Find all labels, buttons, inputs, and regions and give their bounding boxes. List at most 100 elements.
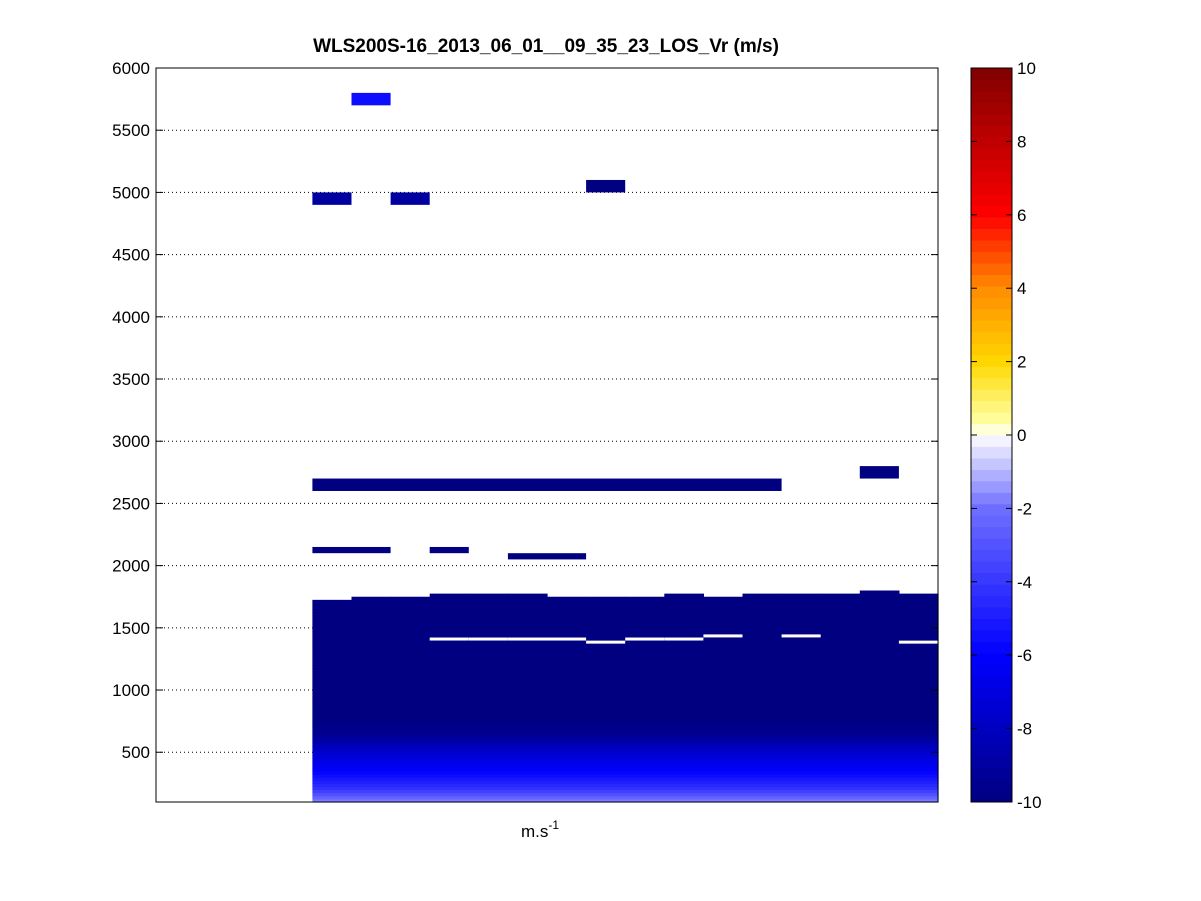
profile-cell [664, 646, 704, 651]
profile-cell [547, 671, 587, 676]
profile-cell [547, 767, 587, 772]
profile-cell [859, 777, 900, 781]
profile-cell [742, 755, 783, 760]
profile-cell [390, 624, 431, 629]
colorbar-tick-label: 4 [1017, 279, 1026, 298]
profile-cell [312, 618, 353, 623]
profile-cell [781, 764, 822, 769]
profile-cell [820, 711, 861, 716]
profile-cell [781, 662, 822, 666]
profile-cell [742, 739, 783, 744]
profile-cell [625, 711, 665, 716]
profile-cell [468, 602, 509, 607]
profile-cell [742, 733, 783, 738]
profile-cell [390, 609, 431, 613]
profile-cell [820, 618, 861, 623]
profile-cell [664, 746, 704, 750]
profile-cell [898, 680, 939, 685]
profile-cell [820, 674, 861, 679]
profile-cell [351, 621, 392, 626]
profile-cell [859, 683, 900, 688]
profile-cell [547, 665, 587, 669]
profile-cell [390, 721, 431, 725]
profile-cell [898, 786, 939, 791]
profile-cell [429, 621, 470, 626]
profile-cell [429, 718, 470, 722]
profile-cell [625, 774, 665, 778]
profile-cell [664, 606, 704, 610]
profile-cell [820, 627, 861, 632]
colorbar-band [971, 595, 1012, 608]
profile-cell [586, 798, 626, 803]
profile-cell [664, 658, 704, 663]
profile-cell [468, 699, 509, 704]
profile-cell [547, 783, 587, 788]
missing-data-gap [586, 640, 626, 644]
profile-cell [781, 789, 822, 794]
profile-cell [351, 686, 392, 691]
profile-cell [859, 730, 900, 735]
profile-cell [351, 761, 392, 766]
profile-cell [742, 643, 783, 648]
profile-cell [898, 780, 939, 784]
profile-cell [312, 683, 353, 688]
profile-cell [312, 696, 353, 700]
colorbar-band [971, 320, 1012, 333]
profile-cell [820, 774, 861, 778]
profile-cell [586, 627, 626, 632]
profile-cell [664, 677, 704, 682]
profile-cell [625, 624, 665, 629]
profile-cell [664, 711, 704, 716]
profile-cell [898, 711, 939, 716]
profile-cell [390, 662, 431, 666]
profile-cell [547, 618, 587, 623]
profile-cell [351, 602, 392, 607]
profile-cell [820, 708, 861, 713]
profile-cell [898, 795, 939, 800]
profile-cell [507, 730, 548, 735]
profile-cell [390, 699, 431, 704]
profile-cell [859, 758, 900, 763]
profile-cell [351, 746, 392, 750]
profile-cell [390, 680, 431, 685]
profile-cell [898, 783, 939, 788]
profile-cell [625, 736, 665, 741]
profile-cell [781, 671, 822, 676]
profile-cell [507, 606, 548, 610]
profile-cell [742, 696, 783, 700]
profile-cell [468, 789, 509, 794]
profile-cell [429, 792, 470, 797]
profile-cell [351, 789, 392, 794]
profile-cell [429, 777, 470, 781]
profile-cell [781, 606, 822, 610]
profile-cell [703, 746, 744, 750]
profile-cell [898, 770, 939, 775]
profile-cell [703, 637, 744, 641]
profile-cell [820, 680, 861, 685]
profile-cell [351, 702, 392, 707]
profile-cell [312, 652, 353, 657]
profile-cell [859, 662, 900, 666]
profile-cell [781, 714, 822, 719]
profile-cell [781, 777, 822, 781]
profile-cell [429, 699, 470, 704]
profile-cell [312, 792, 353, 797]
profile-cell [703, 640, 744, 644]
profile-cell [703, 609, 744, 613]
colorbar-band [971, 526, 1012, 539]
profile-cell [742, 624, 783, 629]
profile-cell [468, 640, 509, 644]
profile-cell [586, 736, 626, 741]
profile-cell [820, 615, 861, 620]
colorbar-band [971, 480, 1012, 493]
profile-cell [742, 727, 783, 732]
profile-cell [781, 711, 822, 716]
profile-cell [312, 693, 353, 697]
profile-cell [820, 630, 861, 635]
profile-cell [820, 777, 861, 781]
profile-cell [507, 755, 548, 760]
profile-cell [351, 596, 392, 601]
profile-cell [781, 780, 822, 784]
profile-cell [898, 752, 939, 756]
profile-cell [625, 596, 665, 601]
